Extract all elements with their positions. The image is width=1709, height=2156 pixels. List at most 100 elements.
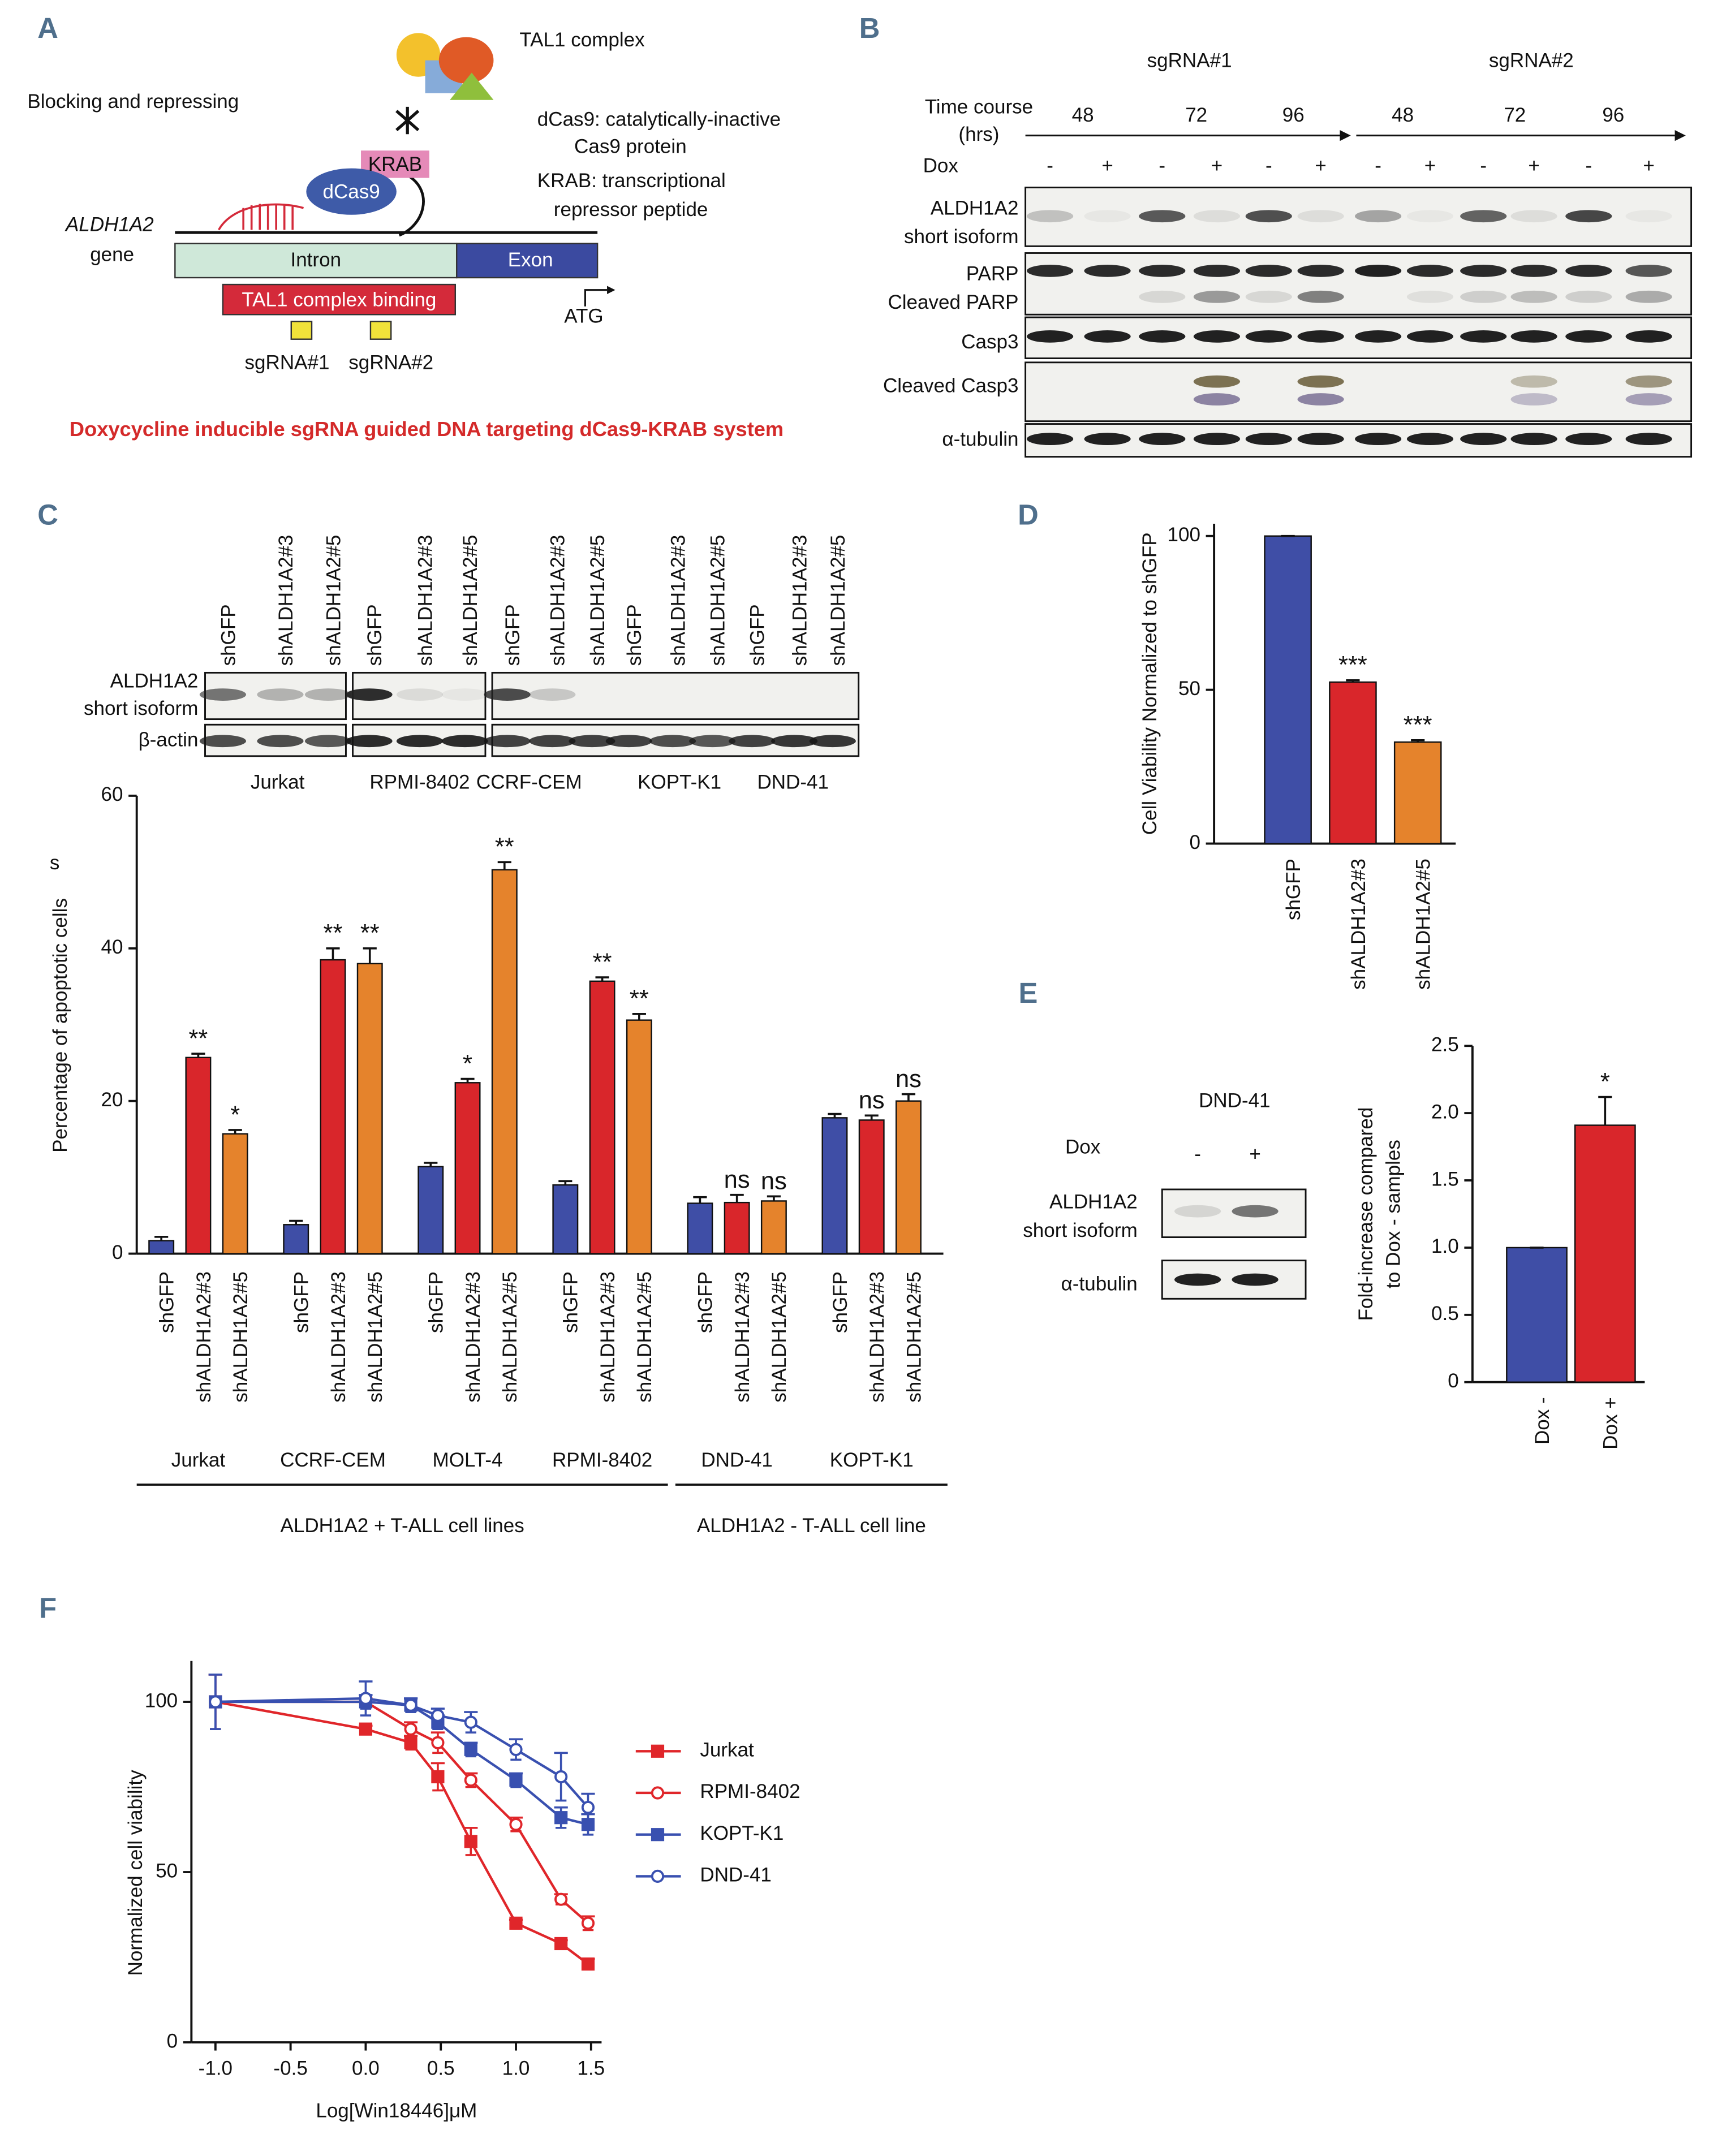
cell-line-label: DND-41 xyxy=(1199,1090,1271,1112)
blot-band xyxy=(1084,330,1131,343)
caption: Doxycycline inducible sgRNA guided DNA t… xyxy=(70,417,784,441)
bar xyxy=(1506,1247,1568,1383)
error-bar xyxy=(1411,739,1425,743)
lane-label: shGFP xyxy=(623,604,645,666)
marker xyxy=(554,1937,568,1951)
marker xyxy=(509,1773,523,1787)
blot-band xyxy=(1510,210,1557,223)
blot-band xyxy=(1174,1273,1221,1286)
legend-marker xyxy=(651,1786,665,1800)
x-axis-label: Log[Win18446]μM xyxy=(316,2100,477,2122)
blot-band xyxy=(1245,290,1292,303)
blot-band xyxy=(529,688,576,701)
dox-label: Dox xyxy=(923,154,959,176)
marker xyxy=(359,1722,373,1736)
blot-band xyxy=(1355,330,1402,343)
blot-band xyxy=(1565,290,1612,303)
blot-band xyxy=(569,735,615,748)
blot-band xyxy=(1510,375,1557,388)
legend-label: RPMI-8402 xyxy=(700,1780,800,1803)
blot-band xyxy=(1625,433,1672,446)
blot-band xyxy=(1406,433,1454,446)
blot-band xyxy=(771,735,818,748)
y-tick-label: 0 xyxy=(167,2030,178,2052)
group-label: ALDH1A2 - T-ALL cell line xyxy=(697,1515,926,1537)
blot-band xyxy=(1193,393,1241,406)
y-tick-label: 1.5 xyxy=(1431,1168,1459,1190)
blot-band xyxy=(1510,330,1557,343)
blot-band xyxy=(1625,393,1672,406)
blot-band xyxy=(1245,265,1292,277)
category-label: MOLT-4 xyxy=(433,1449,503,1471)
blot-band xyxy=(1297,210,1344,223)
x-tick-label: Dox - xyxy=(1531,1397,1553,1444)
significance: ** xyxy=(495,834,514,861)
marker xyxy=(464,1715,477,1729)
marker xyxy=(464,1773,477,1787)
error-bar xyxy=(460,1077,475,1083)
bar-label: shALDH1A2#5 xyxy=(230,1271,252,1403)
bar-label: shALDH1A2#3 xyxy=(597,1271,619,1403)
blot-row-label: ALDH1A2 xyxy=(1049,1191,1138,1213)
bar xyxy=(491,869,518,1254)
blot-band xyxy=(257,735,304,748)
blot-band xyxy=(1174,1205,1221,1218)
blot-band xyxy=(1565,265,1612,277)
significance: *** xyxy=(1338,652,1367,679)
y-axis-label: Percentage of apoptotic cells xyxy=(49,898,71,1153)
dox-sign: + xyxy=(1643,154,1654,176)
blot-band xyxy=(396,735,444,748)
cell-line-label: DND-41 xyxy=(757,771,829,793)
group-label: ALDH1A2 + T-ALL cell lines xyxy=(280,1515,524,1537)
y-axis-label: Cell Viability Normalized to shGFP xyxy=(1139,532,1161,835)
blot-band xyxy=(1297,265,1344,277)
significance: * xyxy=(230,1101,240,1128)
x-tick-label: 0.0 xyxy=(352,2058,380,2080)
y-tick-label: 2.0 xyxy=(1431,1101,1459,1123)
blot-band xyxy=(1297,375,1344,388)
blot-box xyxy=(1024,252,1693,316)
error-bar xyxy=(901,1093,916,1101)
blot-band xyxy=(1084,265,1131,277)
blot-band xyxy=(1510,393,1557,406)
guide-label: sgRNA#2 xyxy=(1489,49,1574,71)
panel-letter: B xyxy=(859,12,880,44)
lane-label: shALDH1A2#3 xyxy=(667,535,689,666)
marker xyxy=(509,1743,523,1756)
lane-label: shALDH1A2#3 xyxy=(789,535,811,666)
time-point: 48 xyxy=(1392,104,1414,126)
y-tick-label: 50 xyxy=(156,1860,178,1882)
bar xyxy=(356,963,383,1254)
marker xyxy=(581,1916,595,1930)
blot-band xyxy=(1460,330,1507,343)
y-tick-label: 0 xyxy=(1189,831,1200,853)
marker xyxy=(431,1709,445,1722)
definition: repressor peptide xyxy=(554,199,708,221)
bar xyxy=(454,1082,481,1254)
bar xyxy=(1264,535,1312,844)
dox-label: Dox xyxy=(1065,1136,1101,1158)
series-line xyxy=(215,1700,589,1826)
bar-label: shALDH1A2#5 xyxy=(499,1271,521,1403)
error-bar xyxy=(730,1193,744,1203)
cell-line-label: KOPT-K1 xyxy=(638,771,721,793)
bar-label: shGFP xyxy=(829,1271,851,1333)
blot-band xyxy=(1139,210,1186,223)
blot-band xyxy=(529,735,576,748)
blot-band xyxy=(1625,330,1672,343)
blot-band xyxy=(346,735,393,748)
definition: KRAB: transcriptional xyxy=(537,170,726,192)
marker xyxy=(404,1698,417,1712)
dox-sign: + xyxy=(1249,1143,1260,1165)
blot-band xyxy=(1460,290,1507,303)
time-label: Time course xyxy=(925,96,1033,118)
marker xyxy=(581,1957,595,1971)
guide-label: sgRNA#1 xyxy=(1147,49,1232,71)
bar-label: shALDH1A2#3 xyxy=(462,1271,484,1403)
complex-orange xyxy=(438,37,494,84)
significance: * xyxy=(1600,1068,1610,1096)
y-tick-label: 100 xyxy=(1167,524,1200,546)
guide-label: sgRNA#1 xyxy=(245,351,330,373)
bar-label: shALDH1A2#5 xyxy=(903,1271,925,1403)
